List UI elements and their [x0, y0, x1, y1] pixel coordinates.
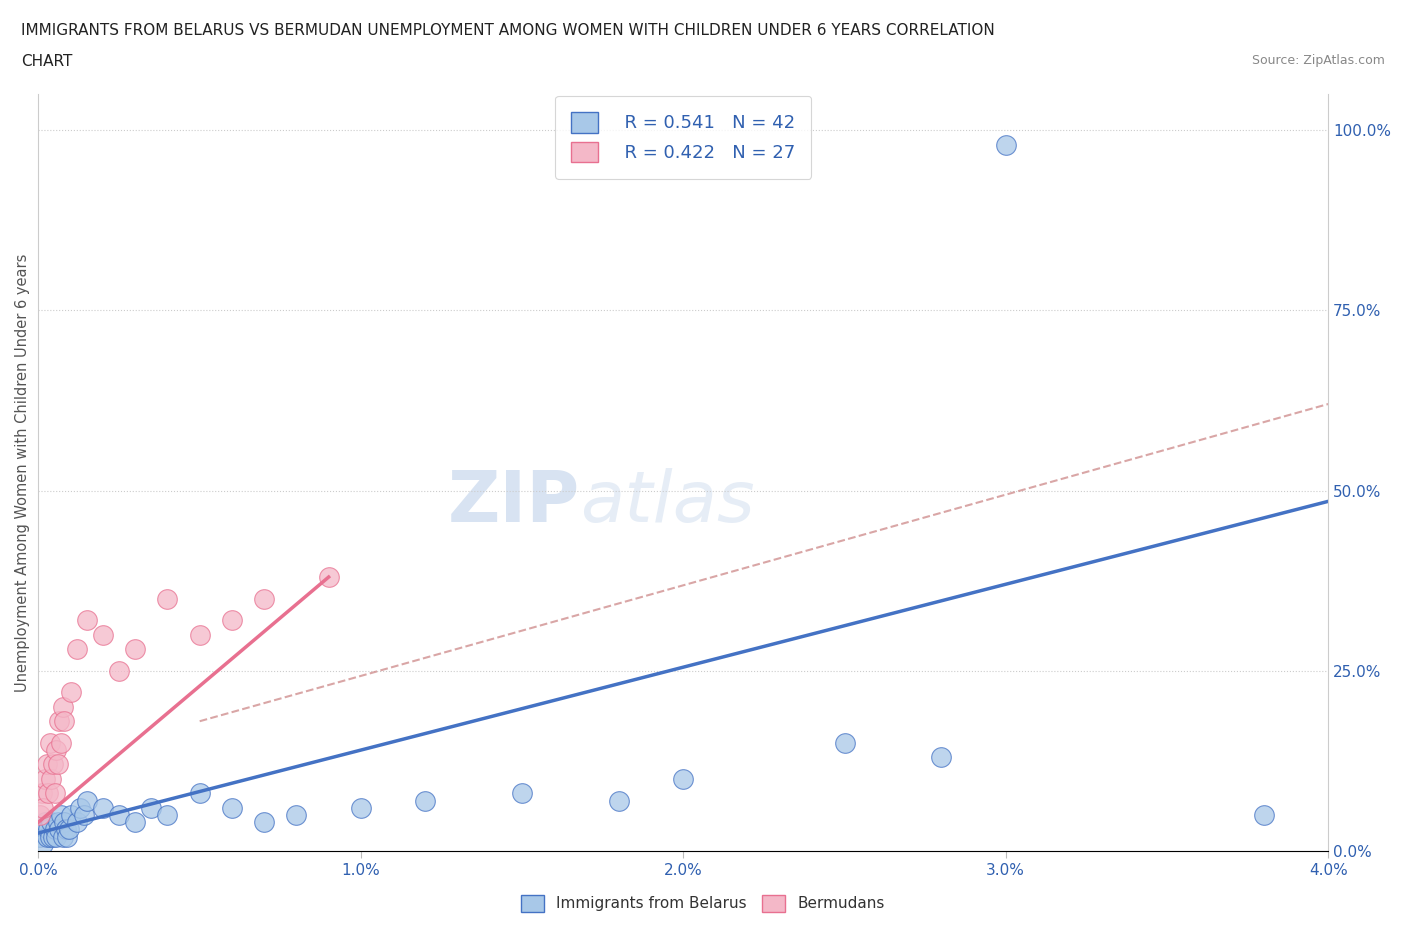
Point: [49, 736, 72, 751]
Point: [35, 830, 58, 844]
Y-axis label: Unemployment Among Women with Children Under 6 years: Unemployment Among Women with Children U…: [15, 253, 30, 692]
Point: [253, 591, 276, 606]
Point: [41, 772, 63, 787]
Point: [30, 830, 52, 844]
Point: [45, 743, 67, 758]
Point: [834, 736, 856, 751]
Point: [31, 786, 53, 801]
Point: [30, 807, 52, 822]
Text: CHART: CHART: [21, 54, 73, 69]
Point: [46, 815, 69, 830]
Point: [1253, 807, 1275, 822]
Point: [124, 642, 146, 657]
Point: [53, 714, 76, 729]
Point: [53, 815, 76, 830]
Point: [44, 786, 66, 801]
Point: [350, 801, 373, 816]
Text: IMMIGRANTS FROM BELARUS VS BERMUDAN UNEMPLOYMENT AMONG WOMEN WITH CHILDREN UNDER: IMMIGRANTS FROM BELARUS VS BERMUDAN UNEM…: [21, 23, 995, 38]
Point: [42, 830, 65, 844]
Point: [48, 714, 70, 729]
Text: atlas: atlas: [581, 469, 755, 538]
Point: [221, 613, 243, 628]
Point: [69, 801, 91, 816]
Point: [45, 830, 67, 844]
Legend: Immigrants from Belarus, Bermudans: Immigrants from Belarus, Bermudans: [515, 889, 891, 918]
Point: [285, 807, 308, 822]
Point: [38, 830, 60, 844]
Point: [34, 772, 56, 787]
Point: [55, 822, 77, 837]
Point: [91, 801, 114, 816]
Legend:   R = 0.541   N = 42,   R = 0.422   N = 27: R = 0.541 N = 42, R = 0.422 N = 27: [555, 96, 811, 179]
Point: [929, 750, 952, 764]
Point: [188, 786, 211, 801]
Point: [607, 793, 630, 808]
Point: [46, 757, 69, 772]
Point: [31, 822, 53, 837]
Point: [38, 736, 60, 751]
Point: [34, 815, 56, 830]
Point: [59, 807, 82, 822]
Point: [41, 815, 63, 830]
Point: [510, 786, 533, 801]
Point: [56, 830, 79, 844]
Point: [156, 591, 179, 606]
Point: [994, 137, 1017, 152]
Point: [52, 830, 75, 844]
Text: Source: ZipAtlas.com: Source: ZipAtlas.com: [1251, 54, 1385, 67]
Point: [672, 772, 695, 787]
Point: [318, 569, 340, 584]
Point: [66, 815, 89, 830]
Point: [32, 801, 55, 816]
Point: [59, 685, 82, 700]
Point: [37, 822, 59, 837]
Point: [58, 822, 80, 837]
Point: [48, 822, 70, 837]
Point: [76, 613, 98, 628]
Point: [42, 757, 65, 772]
Point: [52, 699, 75, 714]
Point: [253, 815, 276, 830]
Point: [91, 627, 114, 642]
Point: [76, 793, 98, 808]
Point: [37, 786, 59, 801]
Point: [72, 807, 94, 822]
Point: [108, 663, 131, 678]
Point: [188, 627, 211, 642]
Point: [32, 836, 55, 851]
Point: [108, 807, 131, 822]
Point: [66, 642, 89, 657]
Point: [44, 822, 66, 837]
Point: [221, 801, 243, 816]
Point: [124, 815, 146, 830]
Point: [415, 793, 437, 808]
Point: [35, 757, 58, 772]
Point: [141, 801, 163, 816]
Point: [156, 807, 179, 822]
Text: ZIP: ZIP: [449, 469, 581, 538]
Point: [49, 807, 72, 822]
